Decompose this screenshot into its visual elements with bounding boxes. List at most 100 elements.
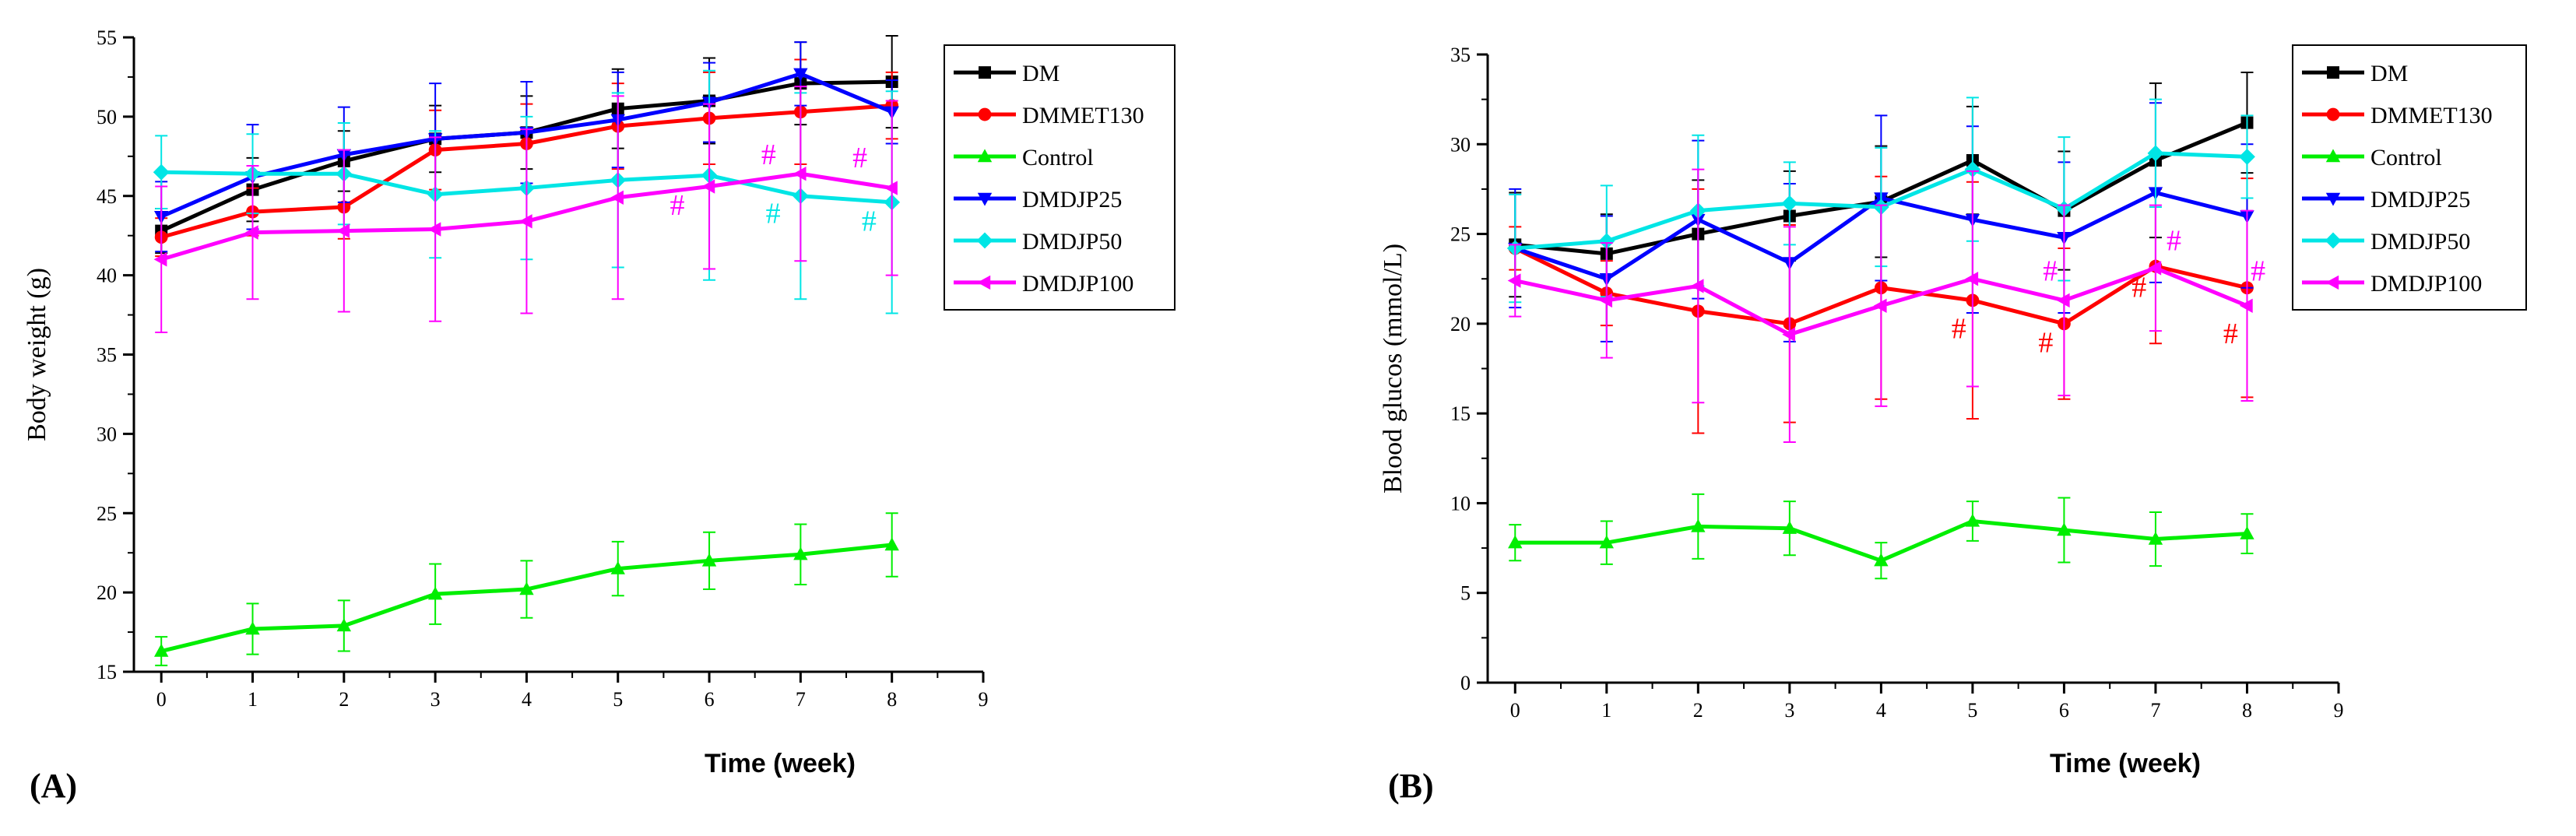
x-tick-label: 6 bbox=[705, 688, 715, 711]
significance-mark: # bbox=[862, 205, 877, 238]
y-tick-label: 25 bbox=[97, 502, 117, 525]
legend-label: DM bbox=[1022, 61, 1060, 86]
data-point bbox=[701, 179, 715, 194]
legend-label: DMDJP50 bbox=[2370, 229, 2470, 255]
legend-swatch-marker bbox=[2325, 192, 2341, 206]
data-point bbox=[1964, 161, 1981, 177]
legend-swatch-marker bbox=[979, 66, 991, 79]
data-point bbox=[1508, 535, 1523, 549]
y-axis-title: Body weight (g) bbox=[23, 268, 51, 441]
data-point bbox=[1691, 518, 1706, 532]
significance-mark: # bbox=[2131, 271, 2146, 304]
x-tick-label: 6 bbox=[2059, 699, 2069, 722]
y-axis-title: Blood glucos (mmol/L) bbox=[1379, 244, 1407, 494]
y-tick-label: 50 bbox=[97, 106, 117, 128]
data-point bbox=[2056, 293, 2070, 308]
significance-mark: # bbox=[761, 139, 776, 171]
y-tick-label: 5 bbox=[1460, 582, 1471, 605]
x-tick-label: 0 bbox=[156, 688, 167, 711]
data-point bbox=[153, 643, 169, 657]
legend-label: DMMET130 bbox=[2370, 103, 2493, 128]
data-point bbox=[2148, 531, 2163, 545]
series-dmdjp100 bbox=[153, 86, 898, 333]
data-point bbox=[610, 190, 624, 205]
x-axis-title: Time (week) bbox=[2050, 749, 2201, 778]
x-tick-label: 7 bbox=[796, 688, 806, 711]
significance-mark: # bbox=[852, 142, 867, 174]
x-tick-label: 9 bbox=[979, 688, 989, 711]
x-tick-label: 1 bbox=[1601, 699, 1611, 722]
data-point bbox=[1507, 273, 1521, 288]
significance-mark: # bbox=[2038, 327, 2053, 360]
legend: DM DMMET130 Control DMDJP25 DMDJP50 DMDJP100 bbox=[2292, 44, 2527, 311]
y-tick-label: 20 bbox=[1450, 313, 1471, 335]
y-tick-label: 0 bbox=[1460, 672, 1471, 694]
legend-label: DMDJP25 bbox=[2370, 187, 2470, 213]
legend-label: DMMET130 bbox=[1022, 103, 1144, 128]
significance-mark: # bbox=[2223, 318, 2238, 350]
x-tick-label: 9 bbox=[2334, 699, 2344, 722]
significance-mark: # bbox=[670, 189, 685, 222]
x-tick-label: 4 bbox=[522, 688, 532, 711]
legend-label: Control bbox=[1022, 145, 1094, 170]
series-control bbox=[1508, 493, 2254, 580]
data-point bbox=[701, 553, 717, 567]
significance-mark: # bbox=[2251, 255, 2265, 288]
x-axis-title: Time (week) bbox=[705, 749, 856, 778]
x-tick-label: 8 bbox=[887, 688, 897, 711]
legend-swatch-marker bbox=[2326, 107, 2340, 121]
x-tick-label: 8 bbox=[2242, 699, 2252, 722]
data-point bbox=[2147, 145, 2164, 162]
legend-label: DM bbox=[2370, 61, 2408, 86]
data-point bbox=[1782, 327, 1796, 342]
data-point bbox=[1782, 521, 1798, 534]
legend-label: DMDJP100 bbox=[2370, 271, 2482, 297]
data-point bbox=[2239, 298, 2253, 313]
legend-swatch-marker bbox=[977, 275, 991, 290]
x-tick-label: 5 bbox=[1967, 699, 1977, 722]
y-tick-label: 30 bbox=[97, 423, 117, 445]
data-point bbox=[793, 68, 808, 82]
data-point bbox=[2057, 522, 2072, 536]
y-tick-label: 15 bbox=[97, 661, 117, 683]
legend-swatch-marker bbox=[2327, 66, 2339, 79]
data-point bbox=[519, 581, 534, 595]
y-tick-label: 55 bbox=[97, 26, 117, 49]
data-point bbox=[1873, 298, 1887, 313]
legend-label: DMDJP25 bbox=[1022, 187, 1122, 213]
legend-label: DMDJP50 bbox=[1022, 229, 1122, 255]
data-point bbox=[153, 163, 170, 181]
data-point bbox=[427, 222, 441, 237]
y-tick-label: 10 bbox=[1450, 492, 1471, 515]
y-tick-label: 35 bbox=[1450, 44, 1471, 66]
x-tick-label: 7 bbox=[2150, 699, 2160, 722]
y-tick-label: 25 bbox=[1450, 223, 1471, 246]
data-point bbox=[1965, 513, 1980, 527]
data-point bbox=[1781, 195, 1798, 212]
legend-swatch-marker bbox=[2325, 149, 2341, 163]
data-point bbox=[1965, 272, 1979, 286]
data-point bbox=[1598, 233, 1615, 250]
significance-mark: # bbox=[2043, 255, 2058, 288]
data-point bbox=[1599, 535, 1614, 549]
legend-box bbox=[944, 44, 1176, 311]
x-tick-label: 4 bbox=[1876, 699, 1886, 722]
legend-box bbox=[2292, 44, 2527, 311]
data-point bbox=[610, 560, 625, 574]
legend-label: Control bbox=[2370, 145, 2442, 170]
significance-mark: # bbox=[1952, 312, 1966, 345]
significance-mark: # bbox=[2167, 224, 2181, 257]
data-point bbox=[884, 181, 898, 195]
significance-mark: # bbox=[766, 197, 781, 230]
data-point bbox=[1874, 553, 1889, 567]
data-point bbox=[792, 167, 807, 181]
data-point bbox=[245, 621, 260, 635]
legend-swatch-marker bbox=[978, 107, 992, 121]
y-tick-label: 30 bbox=[1450, 133, 1471, 156]
series-dmdjp100 bbox=[1507, 168, 2254, 444]
data-point bbox=[1690, 279, 1704, 293]
data-point bbox=[793, 546, 808, 560]
legend-swatch-marker bbox=[2325, 232, 2342, 249]
